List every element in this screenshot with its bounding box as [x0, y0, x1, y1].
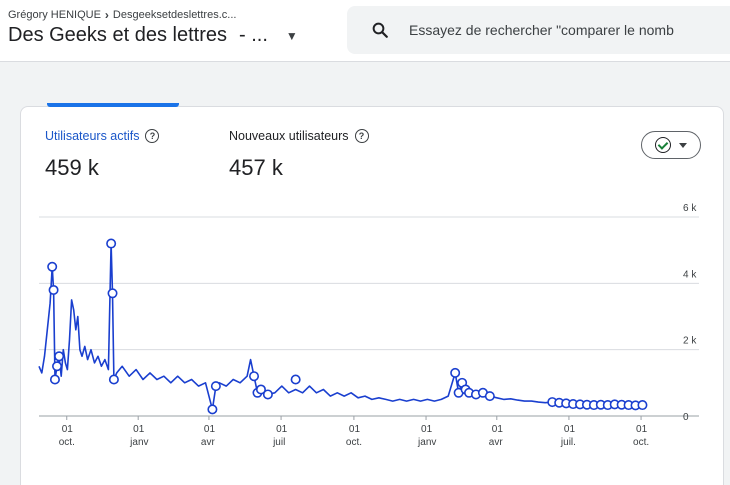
caret-down-icon: ▼: [285, 28, 298, 43]
x-tick-month: oct.: [59, 437, 75, 448]
anomaly-marker: [49, 374, 60, 385]
metric-value: 457 k: [229, 155, 283, 180]
overview-card: Utilisateurs actifs ? 459 k Nouveaux uti…: [20, 103, 724, 485]
x-tick-day: 01: [204, 424, 216, 435]
anomaly-marker: [52, 361, 63, 372]
anomaly-marker: [207, 404, 218, 415]
anomaly-marker: [54, 351, 65, 362]
metric-label: Utilisateurs actifs: [45, 129, 140, 143]
x-tick-day: 01: [421, 424, 433, 435]
x-tick-month: janv: [129, 437, 148, 448]
help-icon[interactable]: ?: [145, 129, 160, 143]
x-tick-day: 01: [349, 424, 361, 435]
anomaly-marker: [484, 391, 495, 402]
series-line: [38, 242, 643, 411]
x-tick-month: avr: [201, 437, 216, 448]
help-icon[interactable]: ?: [354, 129, 369, 143]
breadcrumb-property: Desgeeksetdeslettres.c...: [112, 9, 237, 21]
anomaly-marker: [255, 384, 266, 395]
search-icon: [372, 22, 388, 38]
property-name: Des Geeks et des lettres: [8, 24, 227, 46]
anomaly-marker: [108, 374, 119, 385]
metric-new-users[interactable]: Nouveaux utilisateurs ? 457 k: [229, 129, 369, 181]
breadcrumb-account: Grégory HENIQUE: [8, 9, 101, 21]
anomaly-marker: [450, 367, 461, 378]
metric-active-users[interactable]: Utilisateurs actifs ? 459 k: [45, 129, 160, 181]
active-tab-indicator: [47, 103, 179, 107]
x-tick-day: 01: [133, 424, 145, 435]
anomaly-marker: [48, 284, 59, 295]
x-tick-month: oct.: [633, 437, 649, 448]
chevron-right-icon: ›: [104, 8, 109, 22]
property-suffix: - ...: [238, 24, 268, 46]
anomaly-marker: [637, 400, 648, 411]
search-bar[interactable]: [347, 6, 730, 54]
anomaly-marker: [210, 381, 221, 392]
x-tick-month: juil: [272, 437, 285, 448]
anomaly-marker: [249, 371, 260, 382]
users-line-chart: 6 k 4 k 2 k 0 01 oct. 01 janv 01 avr 01 juil 01 oct. 0…: [38, 203, 699, 448]
anomaly-marker: [106, 238, 117, 249]
y-tick-label: 4 k: [683, 269, 697, 280]
breadcrumb[interactable]: Grégory HENIQUE › Desgeeksetdeslettres.c…: [8, 8, 236, 22]
metric-label: Nouveaux utilisateurs: [229, 129, 349, 143]
check-circle-icon: [655, 137, 671, 153]
x-tick-day: 01: [636, 424, 648, 435]
compare-button[interactable]: [641, 131, 701, 159]
x-tick-day: 01: [62, 424, 74, 435]
y-tick-label: 6 k: [683, 203, 697, 214]
metric-value: 459 k: [45, 155, 99, 180]
caret-down-icon: [679, 142, 687, 148]
anomaly-marker: [107, 288, 118, 299]
anomaly-marker: [262, 389, 273, 400]
x-tick-day: 01: [492, 424, 504, 435]
y-tick-label: 2 k: [683, 336, 697, 347]
top-header: Grégory HENIQUE › Desgeeksetdeslettres.c…: [0, 0, 730, 62]
x-tick-month: avr: [489, 437, 504, 448]
x-tick-day: 01: [276, 424, 288, 435]
y-tick-label: 0: [683, 412, 689, 423]
x-tick-month: juil.: [560, 437, 576, 448]
anomaly-marker: [290, 374, 301, 385]
search-input[interactable]: [409, 18, 730, 42]
anomaly-marker: [47, 261, 58, 272]
x-tick-day: 01: [564, 424, 576, 435]
property-selector[interactable]: Des Geeks et des lettres - ... ▼: [8, 24, 298, 47]
x-tick-month: janv: [417, 437, 436, 448]
x-tick-month: oct.: [346, 437, 362, 448]
